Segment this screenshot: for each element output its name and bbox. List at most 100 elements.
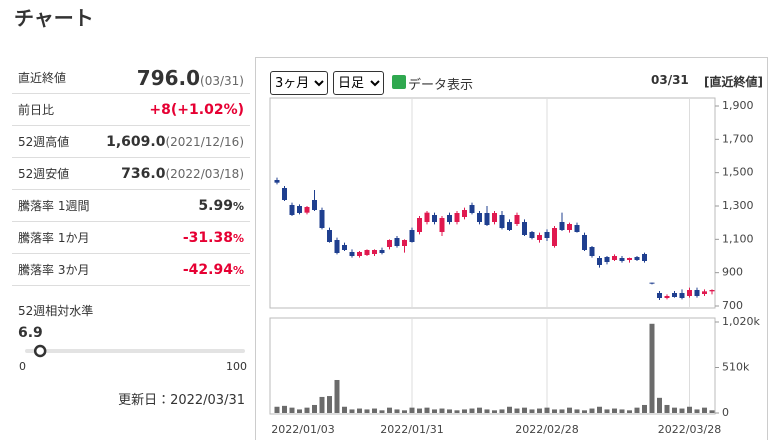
volume-bar (582, 410, 587, 413)
volume-bar (709, 410, 715, 413)
candle-body (507, 222, 512, 230)
row-label: 騰落率 3か月 (18, 263, 90, 277)
row-value: 796.0 (136, 65, 201, 90)
show-data-label[interactable]: データ表示 (408, 78, 474, 93)
candle-body (642, 254, 647, 261)
volume-bar (289, 407, 295, 413)
volume-bar (694, 409, 700, 413)
summary-row: 52週安値 736.0(2022/03/18) (12, 158, 250, 190)
volume-bar (297, 409, 302, 413)
volume-bar (604, 409, 610, 413)
candle-body (342, 245, 347, 250)
y-tick-label: 1,300 (722, 199, 754, 212)
volume-bar (702, 407, 707, 413)
volume-bar (597, 406, 602, 413)
candle-body (627, 258, 632, 260)
level-min: 0 (19, 360, 26, 373)
candle-body (702, 291, 707, 294)
period-select[interactable]: 3ヶ月 (270, 71, 328, 95)
volume-bar (552, 409, 557, 413)
volume-bar (477, 407, 482, 413)
volume-bar (627, 410, 632, 413)
y-tick-label: 1,020k (722, 315, 760, 328)
updated-date: 更新日：2022/03/31 (118, 393, 245, 408)
volume-frame (269, 317, 716, 415)
volume-bar (364, 409, 370, 413)
candle-body (357, 252, 362, 256)
volume-bar (642, 404, 647, 413)
volume-bar (634, 407, 640, 413)
row-value: -31.38 (182, 229, 233, 246)
volume-bar (304, 407, 310, 413)
candle-body (402, 240, 407, 246)
candle-body (657, 293, 662, 298)
candle-body (649, 282, 655, 284)
row-note: (03/31) (200, 73, 244, 88)
candle-body (574, 225, 580, 232)
summary-row: 52週高値 1,609.0(2021/12/16) (12, 126, 250, 158)
candle-body (544, 232, 550, 238)
volume-bar (274, 406, 280, 413)
candle-body (364, 250, 370, 255)
chart-panel (255, 57, 768, 440)
candle-body (462, 210, 467, 217)
y-tick-label: 1,100 (722, 232, 754, 245)
summary-row: 直近終値 796.0(03/31) (12, 62, 250, 94)
volume-bar (387, 407, 392, 413)
volume-bar (357, 408, 362, 413)
volume-bar (574, 409, 580, 413)
y-tick-label: 700 (722, 299, 743, 312)
y-tick-label: 0 (722, 406, 729, 419)
volume-bar (469, 408, 475, 413)
candle-body (604, 257, 610, 262)
candle-body (304, 207, 310, 213)
volume-bar (522, 407, 527, 413)
candle-body (499, 215, 505, 228)
show-data-checkbox[interactable] (392, 75, 406, 89)
candle-body (439, 218, 445, 232)
volume-bar (664, 404, 670, 413)
row-value-group: 796.0(03/31) (137, 66, 244, 90)
row-unit: % (232, 199, 244, 213)
volume-bar (417, 408, 422, 413)
volume-bar (544, 407, 550, 413)
row-label: 騰落率 1週間 (18, 199, 90, 213)
level-value: 6.9 (18, 325, 43, 341)
candle-body (387, 240, 392, 247)
volume-bar (514, 408, 520, 413)
row-value-group: 736.0(2022/03/18) (121, 166, 244, 182)
candle-body (664, 296, 670, 298)
y-tick-label: 510k (722, 361, 750, 374)
candle-body (612, 256, 617, 260)
row-unit: % (232, 231, 244, 245)
volume-bar (537, 408, 542, 413)
interval-select[interactable]: 日足 (333, 71, 384, 95)
row-value-group: -31.38% (183, 230, 244, 246)
volume-bar (349, 409, 355, 413)
candle-body (679, 293, 685, 298)
candle-body (589, 247, 595, 256)
volume-bar (529, 409, 535, 413)
summary-row: 騰落率 3か月 -42.94% (12, 254, 250, 286)
volume-bar (679, 408, 685, 413)
candle-body (349, 252, 355, 256)
volume-bar (454, 410, 460, 413)
chart-date: 03/31 (651, 73, 689, 87)
row-value-group: 1,609.0(2021/12/16) (106, 134, 244, 150)
candle-body (559, 222, 565, 230)
row-note: (2021/12/16) (165, 134, 244, 149)
volume-bar (559, 409, 565, 413)
volume-bar (319, 396, 325, 413)
candle-body (597, 258, 602, 265)
volume-bar (657, 397, 662, 413)
level-label: 52週相対水準 (18, 304, 94, 318)
x-tick-label: 2022/03/28 (658, 423, 721, 436)
volume-bar (334, 379, 340, 413)
candle-body (312, 200, 317, 210)
page-title: チャート (14, 6, 94, 30)
candle-body (514, 215, 520, 224)
candle-body (372, 250, 377, 254)
row-label: 52週高値 (18, 135, 70, 149)
row-note: (2022/03/18) (165, 166, 244, 181)
